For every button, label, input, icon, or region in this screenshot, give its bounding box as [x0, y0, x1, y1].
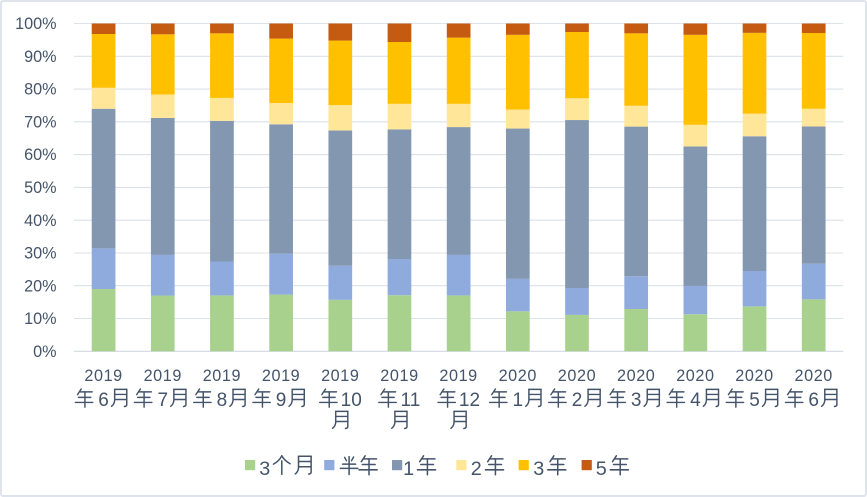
svg-text:80%: 80% — [24, 81, 56, 99]
svg-text:2020: 2020 — [735, 367, 773, 385]
svg-text:6: 6 — [98, 390, 109, 411]
svg-text:70%: 70% — [24, 113, 56, 131]
svg-text:50%: 50% — [24, 179, 56, 197]
svg-text:2020: 2020 — [499, 367, 537, 385]
svg-text:12: 12 — [459, 390, 480, 411]
svg-text:2019: 2019 — [203, 367, 241, 385]
svg-text:20%: 20% — [24, 277, 56, 295]
svg-text:3: 3 — [631, 390, 642, 411]
svg-text:5: 5 — [749, 390, 760, 411]
svg-text:2019: 2019 — [84, 367, 122, 385]
svg-text:2020: 2020 — [558, 367, 596, 385]
svg-text:1: 1 — [513, 390, 524, 411]
svg-text:2019: 2019 — [439, 367, 477, 385]
svg-text:30%: 30% — [24, 245, 56, 263]
svg-text:2019: 2019 — [380, 367, 418, 385]
svg-text:2: 2 — [471, 458, 482, 480]
svg-text:7: 7 — [158, 390, 169, 411]
svg-text:60%: 60% — [24, 146, 56, 164]
svg-text:2020: 2020 — [617, 367, 655, 385]
svg-text:2020: 2020 — [676, 367, 714, 385]
svg-text:3: 3 — [533, 458, 544, 480]
svg-text:6: 6 — [808, 390, 819, 411]
svg-text:2020: 2020 — [794, 367, 832, 385]
svg-text:11: 11 — [401, 390, 421, 411]
svg-text:2019: 2019 — [321, 367, 359, 385]
svg-text:100%: 100% — [15, 15, 56, 33]
svg-text:5: 5 — [596, 458, 607, 480]
svg-text:2: 2 — [572, 390, 583, 411]
svg-text:40%: 40% — [24, 212, 56, 230]
svg-text:0%: 0% — [33, 343, 56, 361]
svg-text:1: 1 — [403, 458, 414, 480]
svg-text:2019: 2019 — [144, 367, 182, 385]
svg-text:9: 9 — [276, 390, 287, 411]
svg-text:4: 4 — [690, 390, 701, 411]
svg-text:10%: 10% — [24, 310, 56, 328]
svg-text:3: 3 — [259, 458, 270, 480]
svg-text:2019: 2019 — [262, 367, 300, 385]
svg-text:8: 8 — [217, 390, 228, 411]
svg-text:10: 10 — [341, 390, 362, 411]
svg-text:90%: 90% — [24, 48, 56, 66]
